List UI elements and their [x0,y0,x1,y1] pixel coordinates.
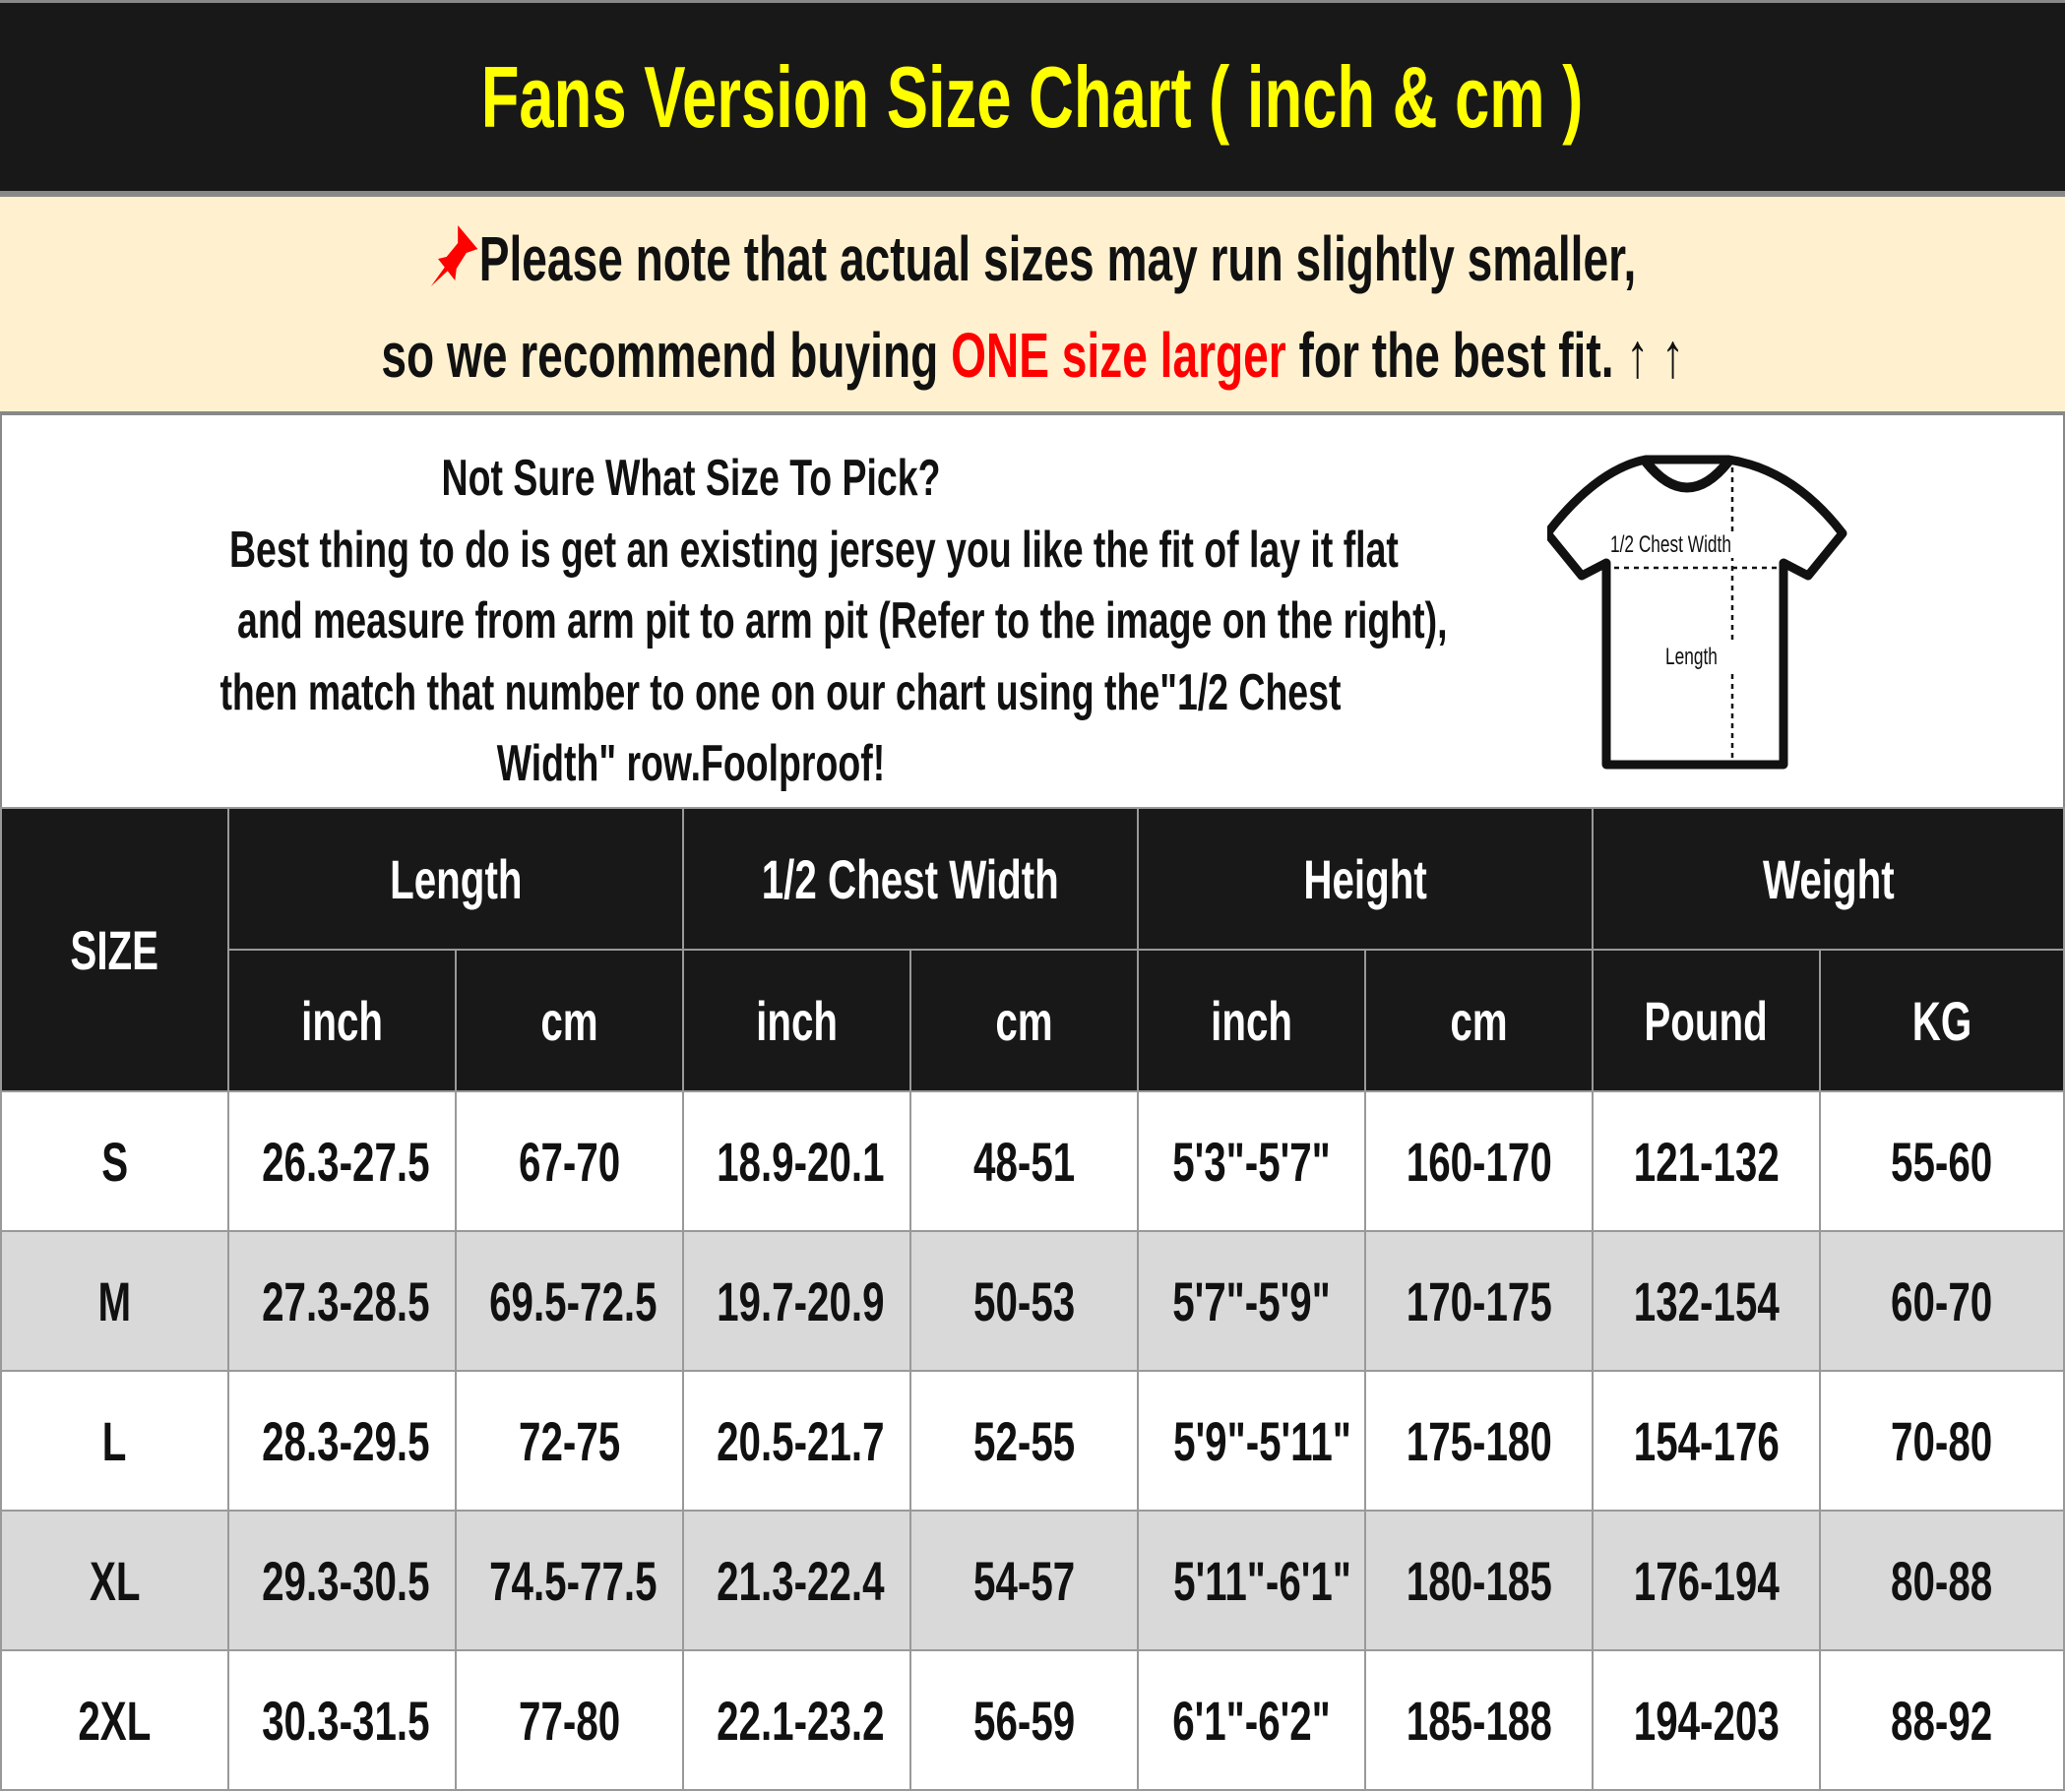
value-cell: 5'9"-5'11" [1136,1370,1366,1512]
value-cell: 170-175 [1363,1230,1594,1372]
value-cell: 21.3-22.4 [681,1510,911,1651]
value-cell: 132-154 [1591,1230,1821,1372]
table-row: S 26.3-27.5 67-70 18.9-20.1 48-51 5'3"-5'7" 16… [0,1090,2065,1232]
value-cell: 74.5-77.5 [454,1510,684,1651]
value-cell: 27.3-28.5 [227,1230,457,1372]
unit-header: cm [908,949,1139,1092]
notice-line-1: Please note that actual sizes may run sl… [478,223,1636,294]
size-cell: 2XL [0,1649,229,1791]
value-cell: 55-60 [1818,1090,2065,1232]
table-row: M 27.3-28.5 69.5-72.5 19.7-20.9 50-53 5'7"-5'… [0,1230,2065,1372]
instructions-text: Best thing to do is get an existing jers… [228,521,1399,579]
unit-header: inch [227,949,457,1092]
value-cell: 22.1-23.2 [681,1649,911,1791]
size-chart-table: SIZE Length 1/2 Chest Width Height Weigh… [0,807,2065,1791]
unit-header: inch [1136,949,1366,1092]
value-cell: 20.5-21.7 [681,1370,911,1512]
group-header: Length [227,807,684,951]
value-cell: 185-188 [1363,1649,1594,1791]
value-cell: 26.3-27.5 [227,1090,457,1232]
notice-line-2: so we recommend buying [381,320,951,391]
unit-header: Pound [1591,949,1821,1092]
value-cell: 19.7-20.9 [681,1230,911,1372]
table-row: L 28.3-29.5 72-75 20.5-21.7 52-55 5'9"-5'11" 1… [0,1370,2065,1512]
size-cell: S [0,1090,229,1232]
instructions-text: Width" row.Foolproof! [496,735,886,792]
value-cell: 70-80 [1818,1370,2065,1512]
instructions-text: and measure from arm pit to arm pit (Ref… [237,592,1448,649]
value-cell: 80-88 [1818,1510,2065,1651]
instructions-heading: Not Sure What Size To Pick? [441,450,941,507]
value-cell: 5'7"-5'9" [1136,1230,1366,1372]
group-header: 1/2 Chest Width [681,807,1139,951]
page-title: Fans Version Size Chart ( inch & cm ) [481,47,1584,146]
notice-highlight: ONE size larger [950,320,1286,391]
value-cell: 54-57 [908,1510,1139,1651]
size-header: SIZE [0,807,229,1092]
value-cell: 194-203 [1591,1649,1821,1791]
value-cell: 160-170 [1363,1090,1594,1232]
value-cell: 28.3-29.5 [227,1370,457,1512]
value-cell: 48-51 [908,1090,1139,1232]
value-cell: 69.5-72.5 [454,1230,684,1372]
table-row: 2XL 30.3-31.5 77-80 22.1-23.2 56-59 6'1"-6'2"… [0,1649,2065,1791]
unit-header: inch [681,949,911,1092]
value-cell: 5'3"-5'7" [1136,1090,1366,1232]
size-cell: XL [0,1510,229,1651]
value-cell: 121-132 [1591,1090,1821,1232]
tshirt-diagram: 1/2 Chest Width Length [1547,450,1852,784]
size-cell: L [0,1370,229,1512]
value-cell: 18.9-20.1 [681,1090,911,1232]
group-header: Weight [1591,807,2065,951]
value-cell: 180-185 [1363,1510,1594,1651]
table-row: XL 29.3-30.5 74.5-77.5 21.3-22.4 54-57 5'11"-… [0,1510,2065,1651]
value-cell: 29.3-30.5 [227,1510,457,1651]
unit-header: cm [454,949,684,1092]
value-cell: 72-75 [454,1370,684,1512]
value-cell: 77-80 [454,1649,684,1791]
value-cell: 30.3-31.5 [227,1649,457,1791]
unit-header: cm [1363,949,1594,1092]
value-cell: 6'1"-6'2" [1136,1649,1366,1791]
unit-header: KG [1818,949,2065,1092]
tshirt-icon [1547,455,1847,770]
notice-banner: Please note that actual sizes may run sl… [0,191,2065,415]
up-arrows-icon: ↑ ↑ [1626,320,1684,391]
notice-line-2-end: for the best fit. [1285,320,1614,391]
value-cell: 176-194 [1591,1510,1821,1651]
instructions-text: then match that number to one on our cha… [219,663,1342,721]
pushpin-icon [430,225,478,286]
size-cell: M [0,1230,229,1372]
diagram-length-label: Length [1665,644,1718,670]
value-cell: 50-53 [908,1230,1139,1372]
value-cell: 67-70 [454,1090,684,1232]
value-cell: 56-59 [908,1649,1139,1791]
value-cell: 175-180 [1363,1370,1594,1512]
title-banner: Fans Version Size Chart ( inch & cm ) [0,0,2065,191]
value-cell: 52-55 [908,1370,1139,1512]
instructions-section: Not Sure What Size To Pick? Best thing t… [0,415,2065,807]
value-cell: 154-176 [1591,1370,1821,1512]
group-header: Height [1136,807,1594,951]
value-cell: 60-70 [1818,1230,2065,1372]
value-cell: 88-92 [1818,1649,2065,1791]
diagram-chest-label: 1/2 Chest Width [1610,531,1731,558]
value-cell: 5'11"-6'1" [1136,1510,1366,1651]
